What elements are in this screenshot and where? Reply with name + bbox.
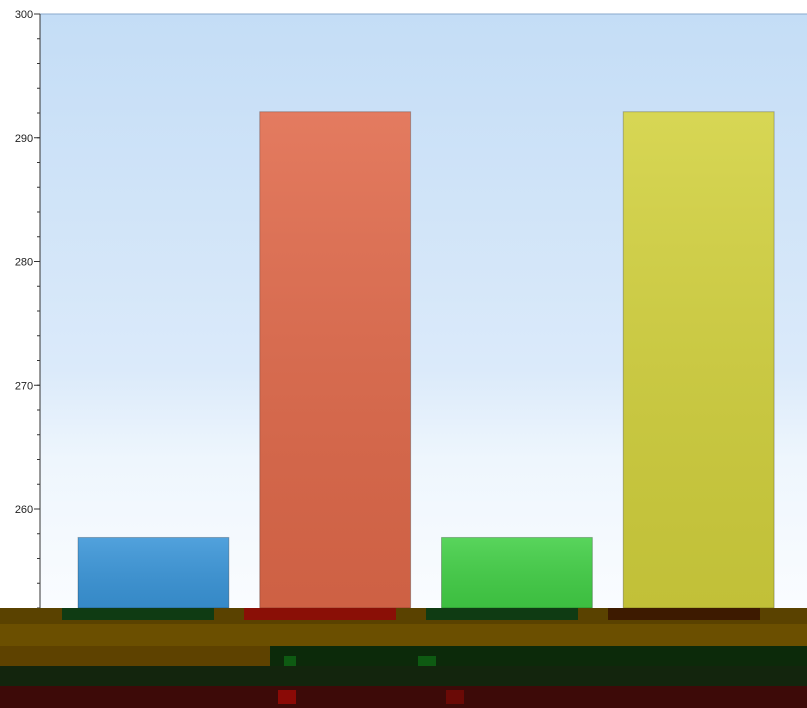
y-tick-label: 290 bbox=[15, 133, 33, 145]
x-axis-strip bbox=[0, 608, 807, 708]
bar-shading bbox=[623, 111, 775, 608]
bar-shading bbox=[259, 111, 411, 608]
y-tick-label: 260 bbox=[15, 504, 33, 516]
y-tick-label: 300 bbox=[15, 9, 33, 21]
bar-shading bbox=[78, 537, 229, 608]
bar-shading bbox=[441, 537, 593, 608]
y-tick-label: 280 bbox=[15, 257, 33, 269]
y-tick-label: 270 bbox=[15, 380, 33, 392]
bar-series bbox=[77, 111, 775, 609]
y-axis: 260 270 280 290 300 bbox=[15, 9, 41, 609]
